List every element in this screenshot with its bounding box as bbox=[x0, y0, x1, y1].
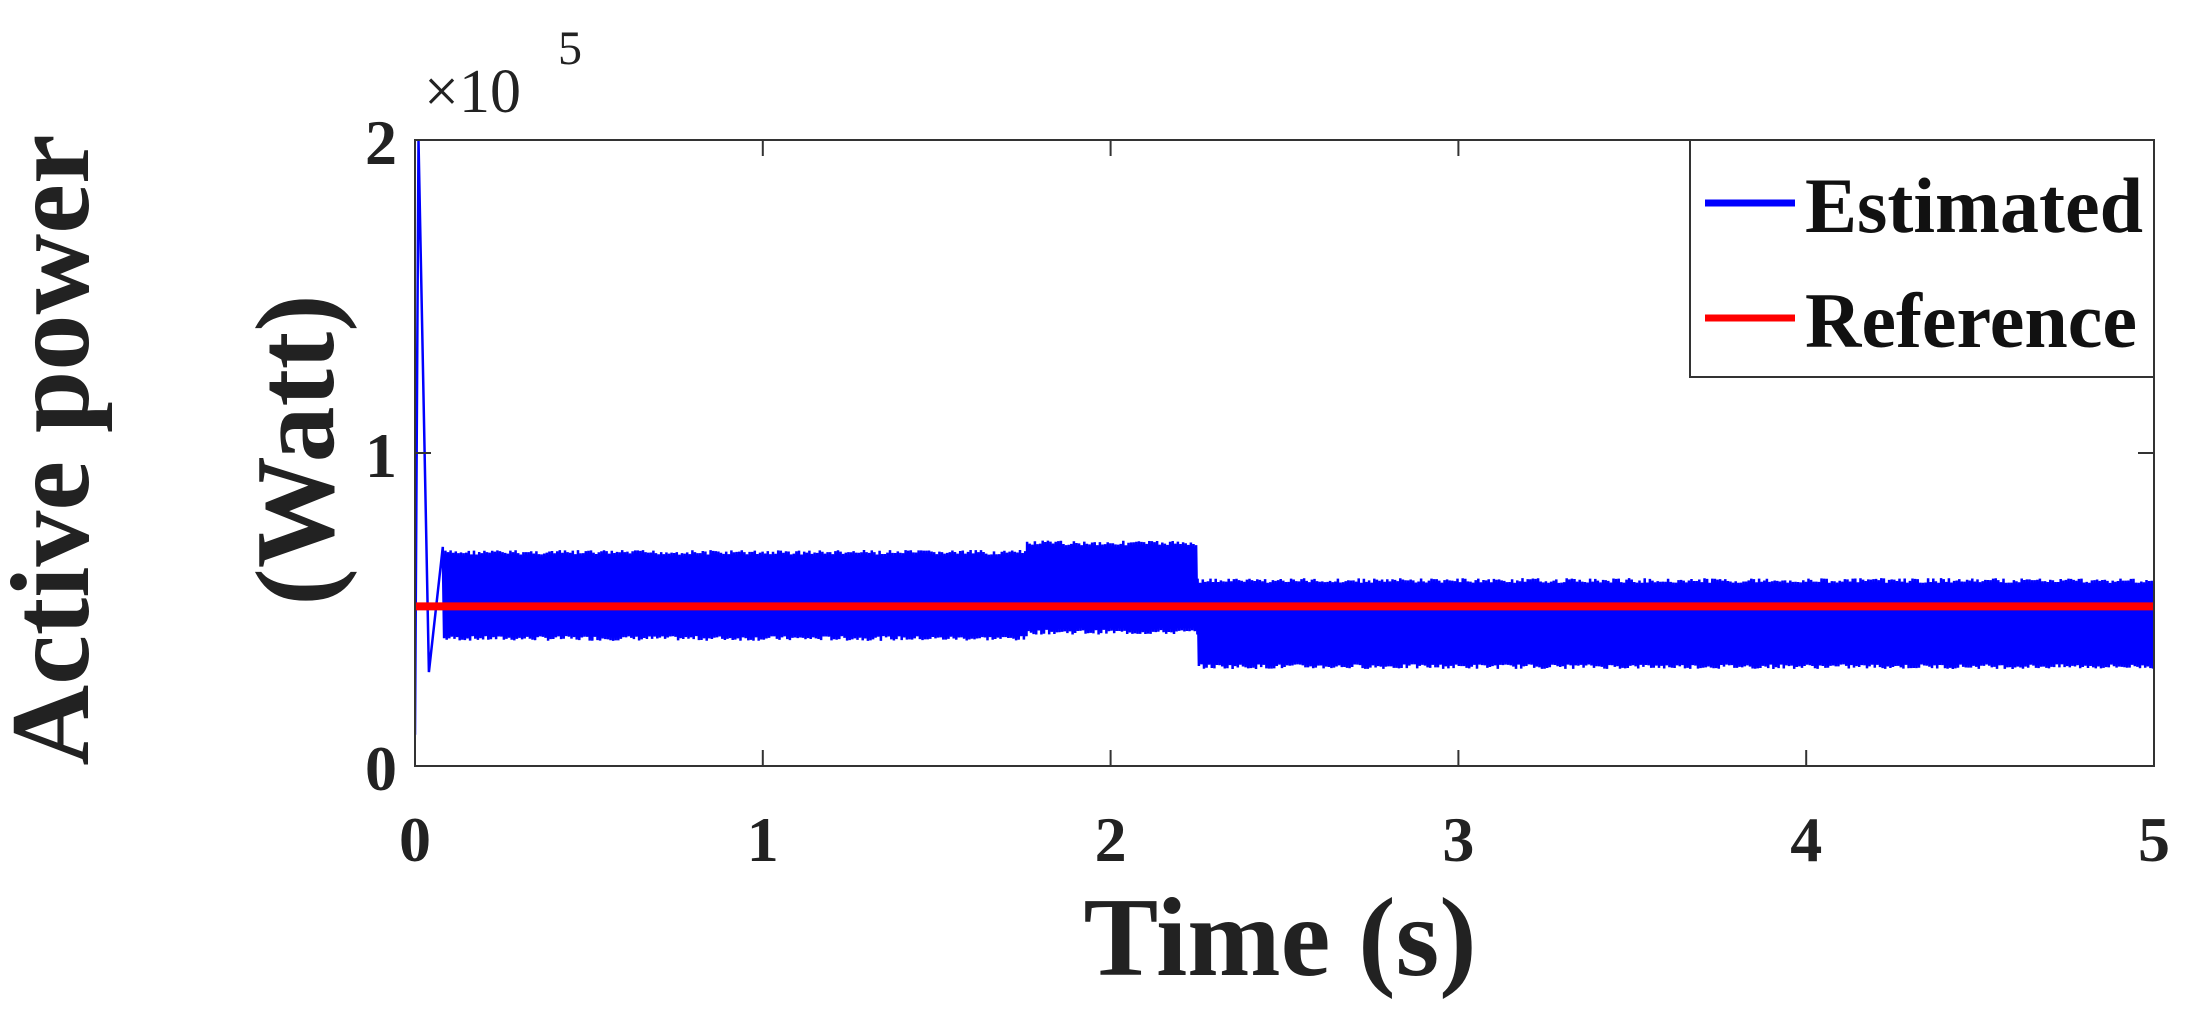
y-tick-label: 1 bbox=[365, 420, 397, 491]
x-tick-label: 3 bbox=[1442, 804, 1474, 875]
y-exponent-label: ×10 bbox=[424, 58, 521, 126]
x-tick-label: 0 bbox=[399, 804, 431, 875]
legend-box bbox=[1689, 139, 2155, 378]
plot-area: 0 1 2 3 4 5 0 1 2 bbox=[365, 107, 2170, 875]
x-tick-label: 2 bbox=[1095, 804, 1127, 875]
x-tick-label: 1 bbox=[747, 804, 779, 875]
legend-label-estimated: Estimated bbox=[1805, 162, 2143, 249]
legend: Estimated Reference bbox=[1689, 139, 2155, 378]
series-layer bbox=[415, 140, 2154, 735]
y-exponent-power: 5 bbox=[558, 22, 582, 75]
legend-label-reference: Reference bbox=[1805, 277, 2137, 364]
y-tick-label: 0 bbox=[365, 733, 397, 804]
x-tick-label: 5 bbox=[2138, 804, 2170, 875]
y-tick-label: 2 bbox=[365, 107, 397, 178]
x-axis-label: Time (s) bbox=[1084, 876, 1477, 1000]
y-axis-label-line1: Active power bbox=[0, 134, 113, 765]
x-tick-label: 4 bbox=[1790, 804, 1822, 875]
y-axis-label-line2: (Watt) bbox=[234, 294, 358, 605]
series-estimated-line bbox=[415, 140, 2154, 735]
